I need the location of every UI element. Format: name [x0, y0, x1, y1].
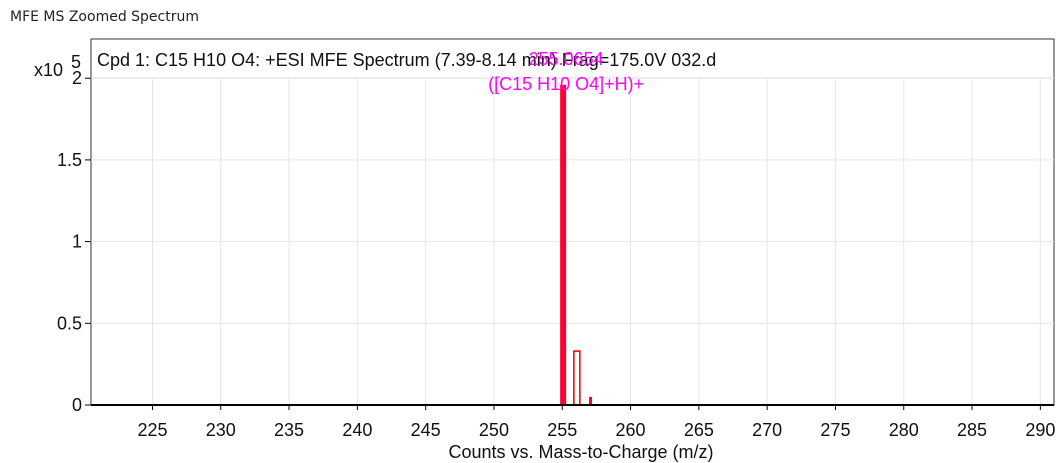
x-tick-label: 235: [274, 420, 304, 440]
spectrum-title: Cpd 1: C15 H10 O4: +ESI MFE Spectrum (7.…: [97, 50, 716, 70]
y-ticks: 0 0.5 1 1.5 2: [57, 68, 91, 415]
x-tick-label: 290: [1025, 420, 1055, 440]
y-multiplier-label: x10: [34, 60, 63, 80]
x-tick-label: 255: [547, 420, 577, 440]
x-tick-label: 280: [889, 420, 919, 440]
peaks: [560, 84, 593, 406]
y-multiplier-exponent: 5: [71, 52, 81, 72]
x-tick-label: 275: [820, 420, 850, 440]
grid-lines: [91, 77, 1054, 405]
y-tick-label: 0.5: [57, 313, 82, 333]
x-tick-label: 260: [616, 420, 646, 440]
peak-formula-label: ([C15 H10 O4]+H)+: [488, 74, 644, 94]
x-tick-label: 245: [411, 420, 441, 440]
y-tick-label: 1.5: [57, 150, 82, 170]
peak-mz-label: 255.0654: [529, 49, 604, 69]
peak-bar: [560, 84, 567, 405]
y-tick-label: 0: [72, 395, 82, 415]
peak-bar: [589, 396, 593, 405]
y-tick-label: 2: [72, 68, 82, 88]
x-tick-label: 265: [684, 420, 714, 440]
x-tick-label: 225: [137, 420, 167, 440]
y-tick-label: 1: [72, 232, 82, 252]
x-tick-label: 230: [206, 420, 236, 440]
plot-frame: [90, 38, 1055, 406]
x-tick-label: 285: [957, 420, 987, 440]
peak-bar: [573, 350, 581, 406]
x-tick-label: 240: [342, 420, 372, 440]
x-axis-title: Counts vs. Mass-to-Charge (m/z): [448, 442, 713, 462]
x-tick-label: 250: [479, 420, 509, 440]
window-title: MFE MS Zoomed Spectrum: [10, 9, 199, 25]
x-tick-label: 270: [752, 420, 782, 440]
x-ticks: 225 230 235 240 245 250 255 260 265 270 275 280 285 2…: [137, 405, 1055, 440]
